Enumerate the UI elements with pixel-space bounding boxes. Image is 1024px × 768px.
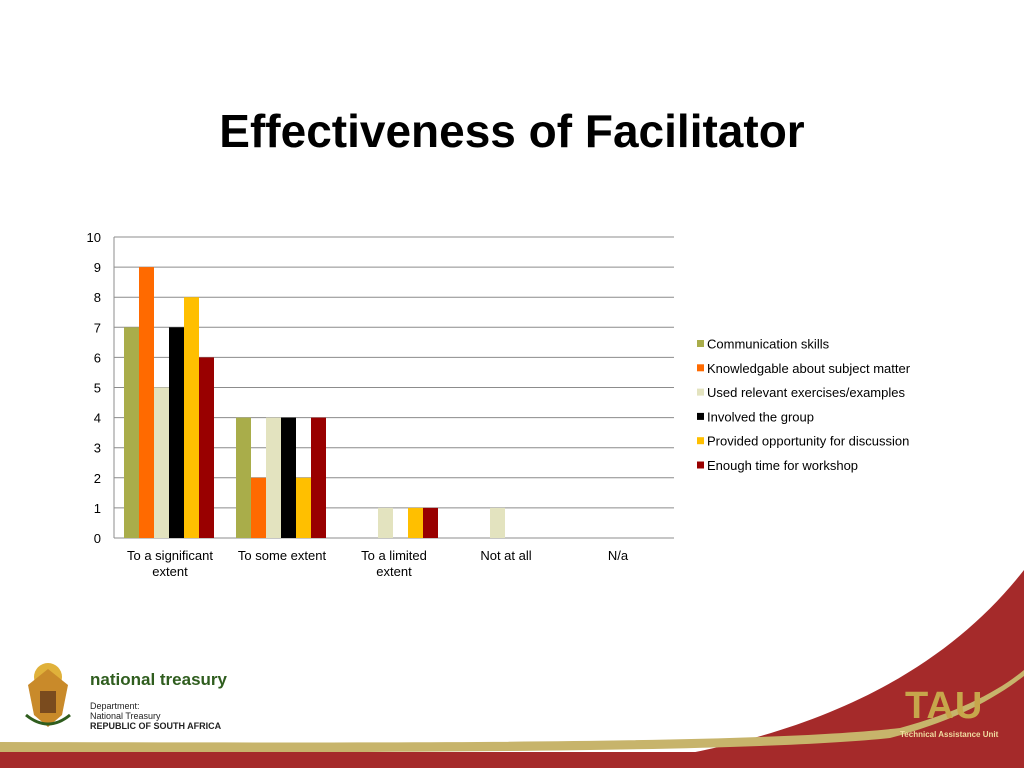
org-line-country: REPUBLIC OF SOUTH AFRICA xyxy=(90,721,222,731)
y-tick-label: 5 xyxy=(94,381,101,396)
legend-label: Involved the group xyxy=(707,409,814,424)
gridlines xyxy=(113,236,674,539)
legend-swatch xyxy=(697,461,704,469)
slide-title: Effectiveness of Facilitator xyxy=(219,105,805,157)
x-tick-label: Not at all xyxy=(480,548,531,563)
national-treasury-logo xyxy=(18,655,228,735)
y-tick-label: 10 xyxy=(87,230,101,245)
y-tick-label: 9 xyxy=(94,260,101,275)
legend: Communication skills Knowledgable about s… xyxy=(697,337,911,473)
bar xyxy=(154,387,169,538)
org-name: national treasury xyxy=(90,670,227,689)
bottom-band xyxy=(0,752,1024,768)
legend-swatch xyxy=(697,364,704,372)
legend-swatch xyxy=(697,412,704,420)
legend-label: Enough time for workshop xyxy=(707,458,858,473)
org-line-treasury: National Treasury xyxy=(90,711,161,721)
y-tick-label: 6 xyxy=(94,350,101,365)
gold-stripe xyxy=(0,670,1024,753)
tau-subtitle: Technical Assistance Unit xyxy=(900,730,999,739)
bar xyxy=(281,417,296,538)
legend-swatch xyxy=(697,388,704,396)
x-tick-label: extent xyxy=(376,564,412,579)
bar xyxy=(169,327,184,538)
y-tick-label: 3 xyxy=(94,441,101,456)
legend-label: Communication skills xyxy=(707,337,830,352)
bar xyxy=(408,507,423,538)
legend-label: Used relevant exercises/examples xyxy=(707,385,905,400)
y-axis-ticks: 0 1 2 3 4 5 6 7 8 9 10 xyxy=(87,230,101,546)
y-tick-label: 7 xyxy=(94,320,101,335)
bars xyxy=(124,267,505,538)
bar xyxy=(266,417,281,538)
y-tick-label: 0 xyxy=(94,531,101,546)
legend-label: Provided opportunity for discussion xyxy=(707,434,909,449)
y-tick-label: 1 xyxy=(94,501,101,516)
legend-swatch xyxy=(697,437,704,445)
x-tick-label: To a limited xyxy=(361,548,427,563)
bar xyxy=(139,267,154,538)
x-tick-label: To a significant xyxy=(127,548,213,563)
bar xyxy=(184,297,199,538)
bar xyxy=(378,507,393,538)
x-tick-label: extent xyxy=(152,564,188,579)
bar xyxy=(490,507,505,538)
bar xyxy=(311,417,326,538)
bar xyxy=(236,417,251,538)
y-tick-label: 8 xyxy=(94,290,101,305)
legend-swatch xyxy=(697,340,704,347)
tau-logo: TAU xyxy=(905,685,984,727)
bar xyxy=(251,477,266,538)
bar xyxy=(423,507,438,538)
bar xyxy=(296,477,311,538)
coat-of-arms-icon xyxy=(25,663,71,727)
background-swoosh xyxy=(590,570,1024,768)
bar xyxy=(199,357,214,538)
y-tick-label: 2 xyxy=(94,471,101,486)
legend-label: Knowledgable about subject matter xyxy=(707,361,911,376)
x-tick-label: N/a xyxy=(608,548,629,563)
x-tick-label: To some extent xyxy=(238,548,327,563)
y-tick-label: 4 xyxy=(94,411,101,426)
org-line-department: Department: xyxy=(90,701,140,711)
bar xyxy=(124,327,139,538)
